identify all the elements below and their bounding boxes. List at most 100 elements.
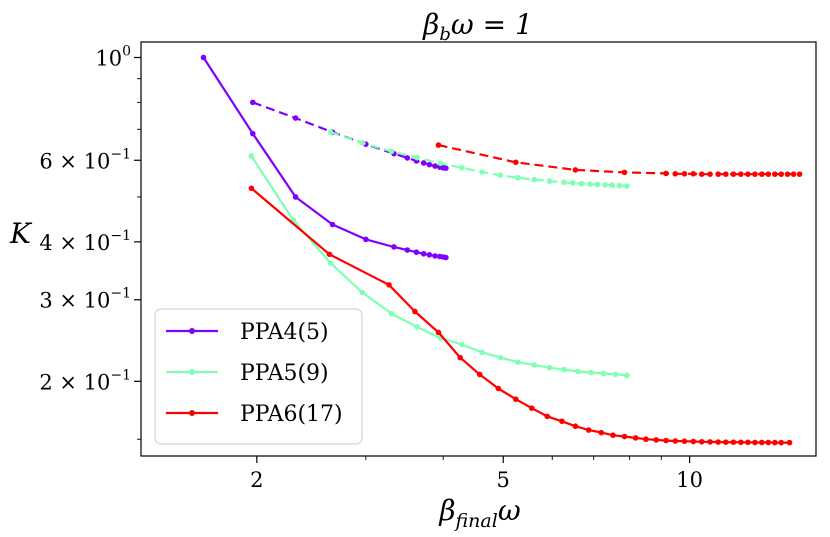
- y-tick-label: 3 × 10−1: [39, 286, 131, 313]
- data-point: [784, 171, 791, 177]
- legend-item: PPA5(9): [166, 361, 329, 386]
- data-point: [443, 165, 449, 171]
- data-point: [414, 154, 420, 161]
- data-point: [663, 437, 669, 444]
- x-tick-label: 5: [497, 468, 510, 492]
- data-point: [624, 372, 630, 379]
- data-point: [420, 160, 427, 166]
- y-tick-label: 6 × 10−1: [39, 146, 131, 173]
- data-point: [722, 171, 729, 177]
- data-point: [730, 171, 737, 177]
- data-point: [432, 163, 438, 169]
- data-point: [578, 180, 585, 187]
- legend-label: PPA4(5): [240, 320, 329, 345]
- data-point: [388, 310, 395, 317]
- data-point: [248, 185, 255, 192]
- legend: PPA4(5) PPA5(9) PPA6(17): [154, 308, 363, 445]
- legend-marker: [189, 328, 195, 334]
- data-point: [632, 435, 639, 441]
- data-point: [778, 171, 785, 177]
- y-axis-label: K: [9, 217, 33, 250]
- data-point: [459, 164, 465, 171]
- data-point: [752, 171, 758, 177]
- data-point: [359, 289, 366, 296]
- data-point: [359, 140, 366, 146]
- data-point: [528, 405, 535, 412]
- data-point: [561, 179, 567, 186]
- axis-ticks: 2 5 10 100 6 × 10−1 4 × 10−1 3 × 10−1 2 × 10−1: [39, 43, 703, 492]
- data-point: [495, 385, 502, 392]
- data-point: [600, 370, 607, 377]
- data-point: [715, 171, 721, 177]
- data-point: [663, 170, 669, 177]
- data-point: [598, 429, 605, 436]
- data-point: [249, 99, 256, 106]
- data-point: [572, 423, 579, 430]
- data-point: [653, 437, 659, 443]
- data-point: [759, 439, 765, 446]
- data-point: [681, 170, 688, 177]
- data-point: [435, 142, 442, 148]
- data-point: [513, 396, 519, 403]
- legend-label: PPA5(9): [240, 361, 329, 386]
- data-point: [612, 371, 619, 378]
- data-point: [616, 182, 623, 189]
- data-point: [404, 247, 411, 253]
- data-point: [329, 221, 336, 228]
- data-point: [738, 439, 744, 446]
- data-point: [738, 171, 744, 177]
- data-point: [730, 439, 737, 445]
- data-point: [420, 250, 427, 257]
- data-point: [327, 129, 334, 135]
- data-point: [602, 182, 608, 188]
- data-point: [572, 167, 579, 173]
- data-point: [432, 253, 438, 259]
- data-point: [248, 153, 255, 159]
- data-point: [561, 366, 567, 373]
- data-point: [292, 115, 299, 121]
- data-point: [497, 354, 504, 361]
- data-point: [457, 354, 463, 361]
- axes-frame: [140, 41, 817, 457]
- chart-title: βbω = 1: [422, 8, 533, 45]
- data-point: [621, 169, 628, 176]
- data-point: [200, 54, 207, 61]
- series-PPA6(17): [248, 142, 803, 446]
- data-point: [388, 148, 395, 155]
- data-point: [386, 282, 392, 288]
- plot-area: [200, 54, 803, 446]
- data-point: [531, 362, 537, 368]
- x-axis-label: βfinalω: [438, 494, 521, 532]
- data-point: [643, 436, 649, 443]
- data-point: [790, 171, 797, 177]
- data-point: [587, 181, 593, 187]
- series-line-dashed: [330, 131, 627, 188]
- data-point: [426, 252, 433, 258]
- data-point: [585, 427, 592, 433]
- data-point: [715, 439, 721, 445]
- data-point: [363, 236, 369, 243]
- data-point: [513, 159, 519, 166]
- data-point: [575, 368, 581, 375]
- data-point: [515, 174, 521, 181]
- data-point: [745, 171, 751, 177]
- y-tick-label: 100: [95, 43, 131, 70]
- data-point: [459, 341, 465, 348]
- data-point: [681, 438, 688, 445]
- data-point: [437, 160, 444, 167]
- legend-item: PPA4(5): [166, 320, 329, 345]
- data-point: [531, 176, 537, 183]
- data-point: [391, 244, 397, 250]
- data-point: [707, 171, 713, 177]
- data-point: [326, 251, 333, 258]
- data-point: [672, 170, 679, 177]
- data-point: [544, 413, 551, 420]
- data-point: [707, 439, 713, 445]
- legend-box: [154, 308, 363, 445]
- data-point: [778, 439, 785, 446]
- data-point: [796, 171, 803, 177]
- data-point: [479, 169, 485, 175]
- data-point: [765, 171, 772, 177]
- data-point: [414, 324, 420, 330]
